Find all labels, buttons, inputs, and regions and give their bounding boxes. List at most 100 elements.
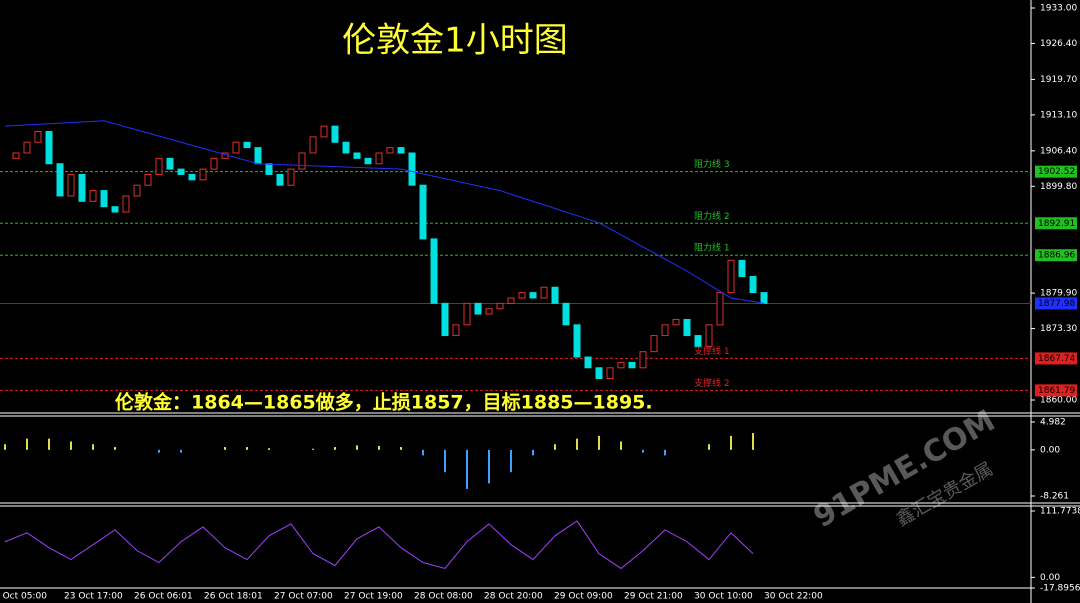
candle <box>56 163 64 197</box>
x-tick-label: 26 Oct 18:01 <box>204 592 263 602</box>
candle <box>320 125 328 138</box>
candle <box>276 173 284 186</box>
y-tick-label: 1860.00 <box>1040 396 1077 406</box>
y-tick-label: -8.261 <box>1040 492 1069 502</box>
candle <box>749 275 757 294</box>
y-tick-label: 0.00 <box>1040 445 1060 455</box>
x-tick-label: 27 Oct 19:00 <box>344 592 403 602</box>
candle <box>606 367 614 380</box>
y-tick-label: 1873.30 <box>1040 324 1077 334</box>
candle <box>683 318 691 337</box>
candle <box>419 184 427 240</box>
candle <box>243 141 251 149</box>
candle <box>177 168 185 175</box>
y-tick-label: 4.982 <box>1040 418 1066 428</box>
candle <box>650 335 658 353</box>
x-tick-label: 28 Oct 08:00 <box>414 592 473 602</box>
level-tag <box>1035 249 1077 262</box>
x-tick-label: 28 Oct 20:00 <box>484 592 543 602</box>
candle <box>474 302 482 315</box>
level-tag <box>1035 384 1077 397</box>
level-value: 1877.98 <box>1038 299 1075 309</box>
y-tick-label: 111.7738 <box>1040 507 1080 517</box>
candle <box>144 173 152 186</box>
candle <box>133 184 141 197</box>
candle <box>639 351 647 369</box>
candle <box>628 361 636 369</box>
candle <box>672 318 680 326</box>
candle <box>518 292 526 299</box>
candle <box>111 206 119 213</box>
candle <box>463 302 471 326</box>
osc-line <box>4 520 754 570</box>
candle <box>331 125 339 143</box>
x-tick-label: 30 Oct 10:00 <box>694 592 753 602</box>
x-tick-label: 27 Oct 07:00 <box>274 592 333 602</box>
candle <box>496 302 504 310</box>
annotation: 伦敦金：1864—1865做多，止损1857，目标1885—1895. <box>115 391 653 414</box>
candle <box>155 157 163 175</box>
level-tag <box>1035 217 1077 230</box>
candle <box>529 292 537 299</box>
candle <box>12 152 20 159</box>
candle <box>122 195 130 213</box>
x-tick-label: 29 Oct 21:00 <box>624 592 683 602</box>
ma-line <box>4 120 765 304</box>
candle <box>254 147 262 165</box>
candle <box>78 173 86 202</box>
level-name: 阻力线 1 <box>694 242 730 254</box>
x-tick-label: 23 Oct 17:00 <box>64 592 123 602</box>
level-value: 1867.74 <box>1038 354 1075 364</box>
level-name: 阻力线 2 <box>694 210 730 222</box>
level-name: 阻力线 3 <box>694 158 730 170</box>
x-tick-label: 29 Oct 09:00 <box>554 592 613 602</box>
x-tick-label: 26 Oct 06:01 <box>134 592 193 602</box>
candle <box>342 141 350 154</box>
candle <box>562 302 570 326</box>
level-value: 1861.79 <box>1038 386 1075 396</box>
y-tick-label: 1933.00 <box>1040 4 1077 14</box>
candle <box>100 190 108 208</box>
candle <box>89 190 97 202</box>
candle <box>551 286 559 304</box>
x-tick-label: 3 Oct 05:00 <box>0 592 47 602</box>
x-tick-label: 30 Oct 22:00 <box>764 592 823 602</box>
candle <box>309 136 317 154</box>
candle <box>34 131 42 143</box>
candle <box>23 141 31 154</box>
candle <box>188 173 196 181</box>
level-tag <box>1035 352 1077 365</box>
candle <box>738 259 746 277</box>
y-tick-label: 1899.80 <box>1040 182 1077 192</box>
chart-title: 伦敦金1小时图 <box>342 21 568 61</box>
candle <box>45 131 53 165</box>
level-tag <box>1035 165 1077 178</box>
y-tick-label: 1913.10 <box>1040 110 1077 120</box>
level-name: 支撑线 2 <box>694 377 730 389</box>
candle <box>67 173 75 197</box>
candle <box>353 152 361 159</box>
candle <box>166 157 174 170</box>
candle <box>760 292 768 304</box>
candle <box>375 152 383 165</box>
candle <box>573 324 581 358</box>
candle <box>386 147 394 154</box>
candle <box>595 367 603 380</box>
candle <box>199 168 207 181</box>
candle <box>265 163 273 175</box>
candle <box>298 152 306 170</box>
candle <box>617 361 625 369</box>
candle <box>507 297 515 304</box>
candle <box>727 259 735 294</box>
candle <box>397 147 405 154</box>
candle <box>485 308 493 315</box>
candle <box>540 286 548 299</box>
level-value: 1902.52 <box>1038 167 1075 177</box>
candle <box>287 168 295 186</box>
candle <box>364 157 372 165</box>
y-tick-label: 1906.40 <box>1040 146 1077 156</box>
y-tick-label: 0.00 <box>1040 573 1060 583</box>
level-tag <box>1035 297 1077 310</box>
candle <box>705 324 713 347</box>
